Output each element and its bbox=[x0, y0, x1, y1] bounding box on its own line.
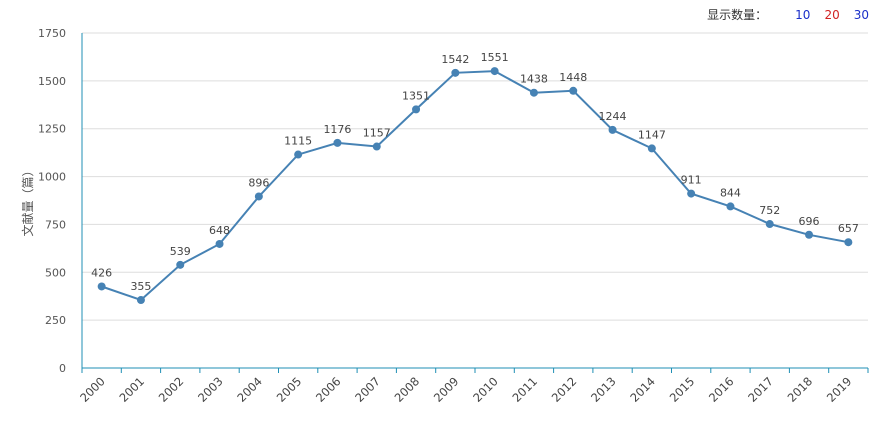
x-tick-label: 2001 bbox=[116, 374, 147, 405]
x-axis-ticks: 2000 2001 2002 2003 2004 2005 2006 2007 2008 2009… bbox=[77, 374, 854, 405]
data-label: 696 bbox=[799, 215, 820, 228]
count-option-30[interactable]: 30 bbox=[853, 8, 869, 22]
x-tick-label: 2009 bbox=[431, 374, 462, 405]
data-point[interactable] bbox=[805, 230, 814, 239]
data-point[interactable] bbox=[529, 88, 538, 97]
x-tick-label: 2011 bbox=[509, 374, 540, 405]
count-option-10[interactable]: 10 bbox=[795, 8, 811, 22]
x-tick-label: 2004 bbox=[234, 374, 265, 405]
data-label: 657 bbox=[838, 222, 859, 235]
y-tick-label: 1500 bbox=[38, 75, 66, 88]
data-point[interactable] bbox=[569, 86, 578, 95]
data-point[interactable] bbox=[608, 125, 617, 134]
data-point[interactable] bbox=[844, 238, 853, 247]
data-point[interactable] bbox=[490, 67, 499, 76]
data-points bbox=[97, 67, 853, 305]
y-tick-label: 1000 bbox=[38, 171, 66, 184]
x-tick-label: 2003 bbox=[195, 374, 226, 405]
data-label: 1438 bbox=[520, 73, 548, 86]
data-labels: 426 355 539 648 896 1115 1176 1157 1351 1542 1551 1… bbox=[91, 51, 859, 293]
data-point[interactable] bbox=[412, 105, 421, 114]
display-count-label: 显示数量： bbox=[707, 8, 768, 22]
x-tick-label: 2005 bbox=[274, 374, 305, 405]
data-label: 1551 bbox=[481, 51, 509, 64]
count-option-20[interactable]: 20 bbox=[824, 8, 840, 22]
data-point[interactable] bbox=[451, 68, 460, 77]
x-tick-label: 2018 bbox=[785, 374, 816, 405]
data-label: 752 bbox=[759, 204, 780, 217]
x-tick-label: 2007 bbox=[352, 374, 383, 405]
data-point[interactable] bbox=[333, 138, 342, 147]
grid-lines bbox=[82, 32, 868, 321]
x-tick-label: 2013 bbox=[588, 374, 619, 405]
data-point[interactable] bbox=[687, 189, 696, 198]
x-tick-label: 2000 bbox=[77, 374, 108, 405]
y-tick-label: 500 bbox=[45, 266, 66, 279]
data-label: 539 bbox=[170, 245, 191, 258]
display-count-bar: 显示数量： 10 20 30 bbox=[707, 6, 869, 23]
data-label: 844 bbox=[720, 186, 741, 199]
data-point[interactable] bbox=[372, 142, 381, 151]
data-point[interactable] bbox=[726, 202, 735, 211]
data-label: 1147 bbox=[638, 128, 666, 141]
data-label: 426 bbox=[91, 266, 112, 279]
y-tick-label: 1750 bbox=[38, 27, 66, 40]
y-axis-label: 文献量（篇） bbox=[20, 164, 35, 236]
x-tick-label: 2017 bbox=[745, 374, 776, 405]
data-point[interactable] bbox=[176, 260, 185, 269]
data-label: 1244 bbox=[599, 110, 627, 123]
data-label: 355 bbox=[130, 280, 151, 293]
x-tick-label: 2002 bbox=[156, 374, 187, 405]
y-tick-label: 0 bbox=[59, 362, 66, 375]
data-label: 896 bbox=[248, 176, 269, 189]
x-tick-label: 2019 bbox=[824, 374, 855, 405]
y-tick-label: 750 bbox=[45, 218, 66, 231]
data-label: 1176 bbox=[323, 123, 351, 136]
data-label: 1542 bbox=[441, 53, 469, 66]
data-point[interactable] bbox=[97, 282, 106, 291]
data-point[interactable] bbox=[215, 239, 224, 248]
x-tick-label: 2015 bbox=[667, 374, 698, 405]
data-label: 1448 bbox=[559, 71, 587, 84]
axes bbox=[81, 33, 869, 373]
series-line bbox=[101, 70, 849, 302]
x-tick-label: 2008 bbox=[392, 374, 423, 405]
data-label: 1157 bbox=[363, 127, 391, 140]
data-point[interactable] bbox=[294, 150, 303, 159]
y-axis-ticks: 0 250 500 750 1000 1250 1500 1750 bbox=[38, 27, 66, 375]
data-label: 1351 bbox=[402, 89, 430, 102]
data-label: 911 bbox=[681, 174, 702, 187]
data-label: 648 bbox=[209, 224, 230, 237]
x-tick-label: 2014 bbox=[627, 374, 658, 405]
data-point[interactable] bbox=[765, 220, 774, 229]
data-point[interactable] bbox=[647, 144, 656, 153]
y-tick-label: 250 bbox=[45, 314, 66, 327]
x-tick-label: 2016 bbox=[706, 374, 737, 405]
x-tick-label: 2012 bbox=[549, 374, 580, 405]
data-label: 1115 bbox=[284, 135, 312, 148]
x-tick-label: 2006 bbox=[313, 374, 344, 405]
data-point[interactable] bbox=[254, 192, 263, 201]
y-tick-label: 1250 bbox=[38, 123, 66, 136]
data-point[interactable] bbox=[136, 296, 145, 305]
x-tick-label: 2010 bbox=[470, 374, 501, 405]
